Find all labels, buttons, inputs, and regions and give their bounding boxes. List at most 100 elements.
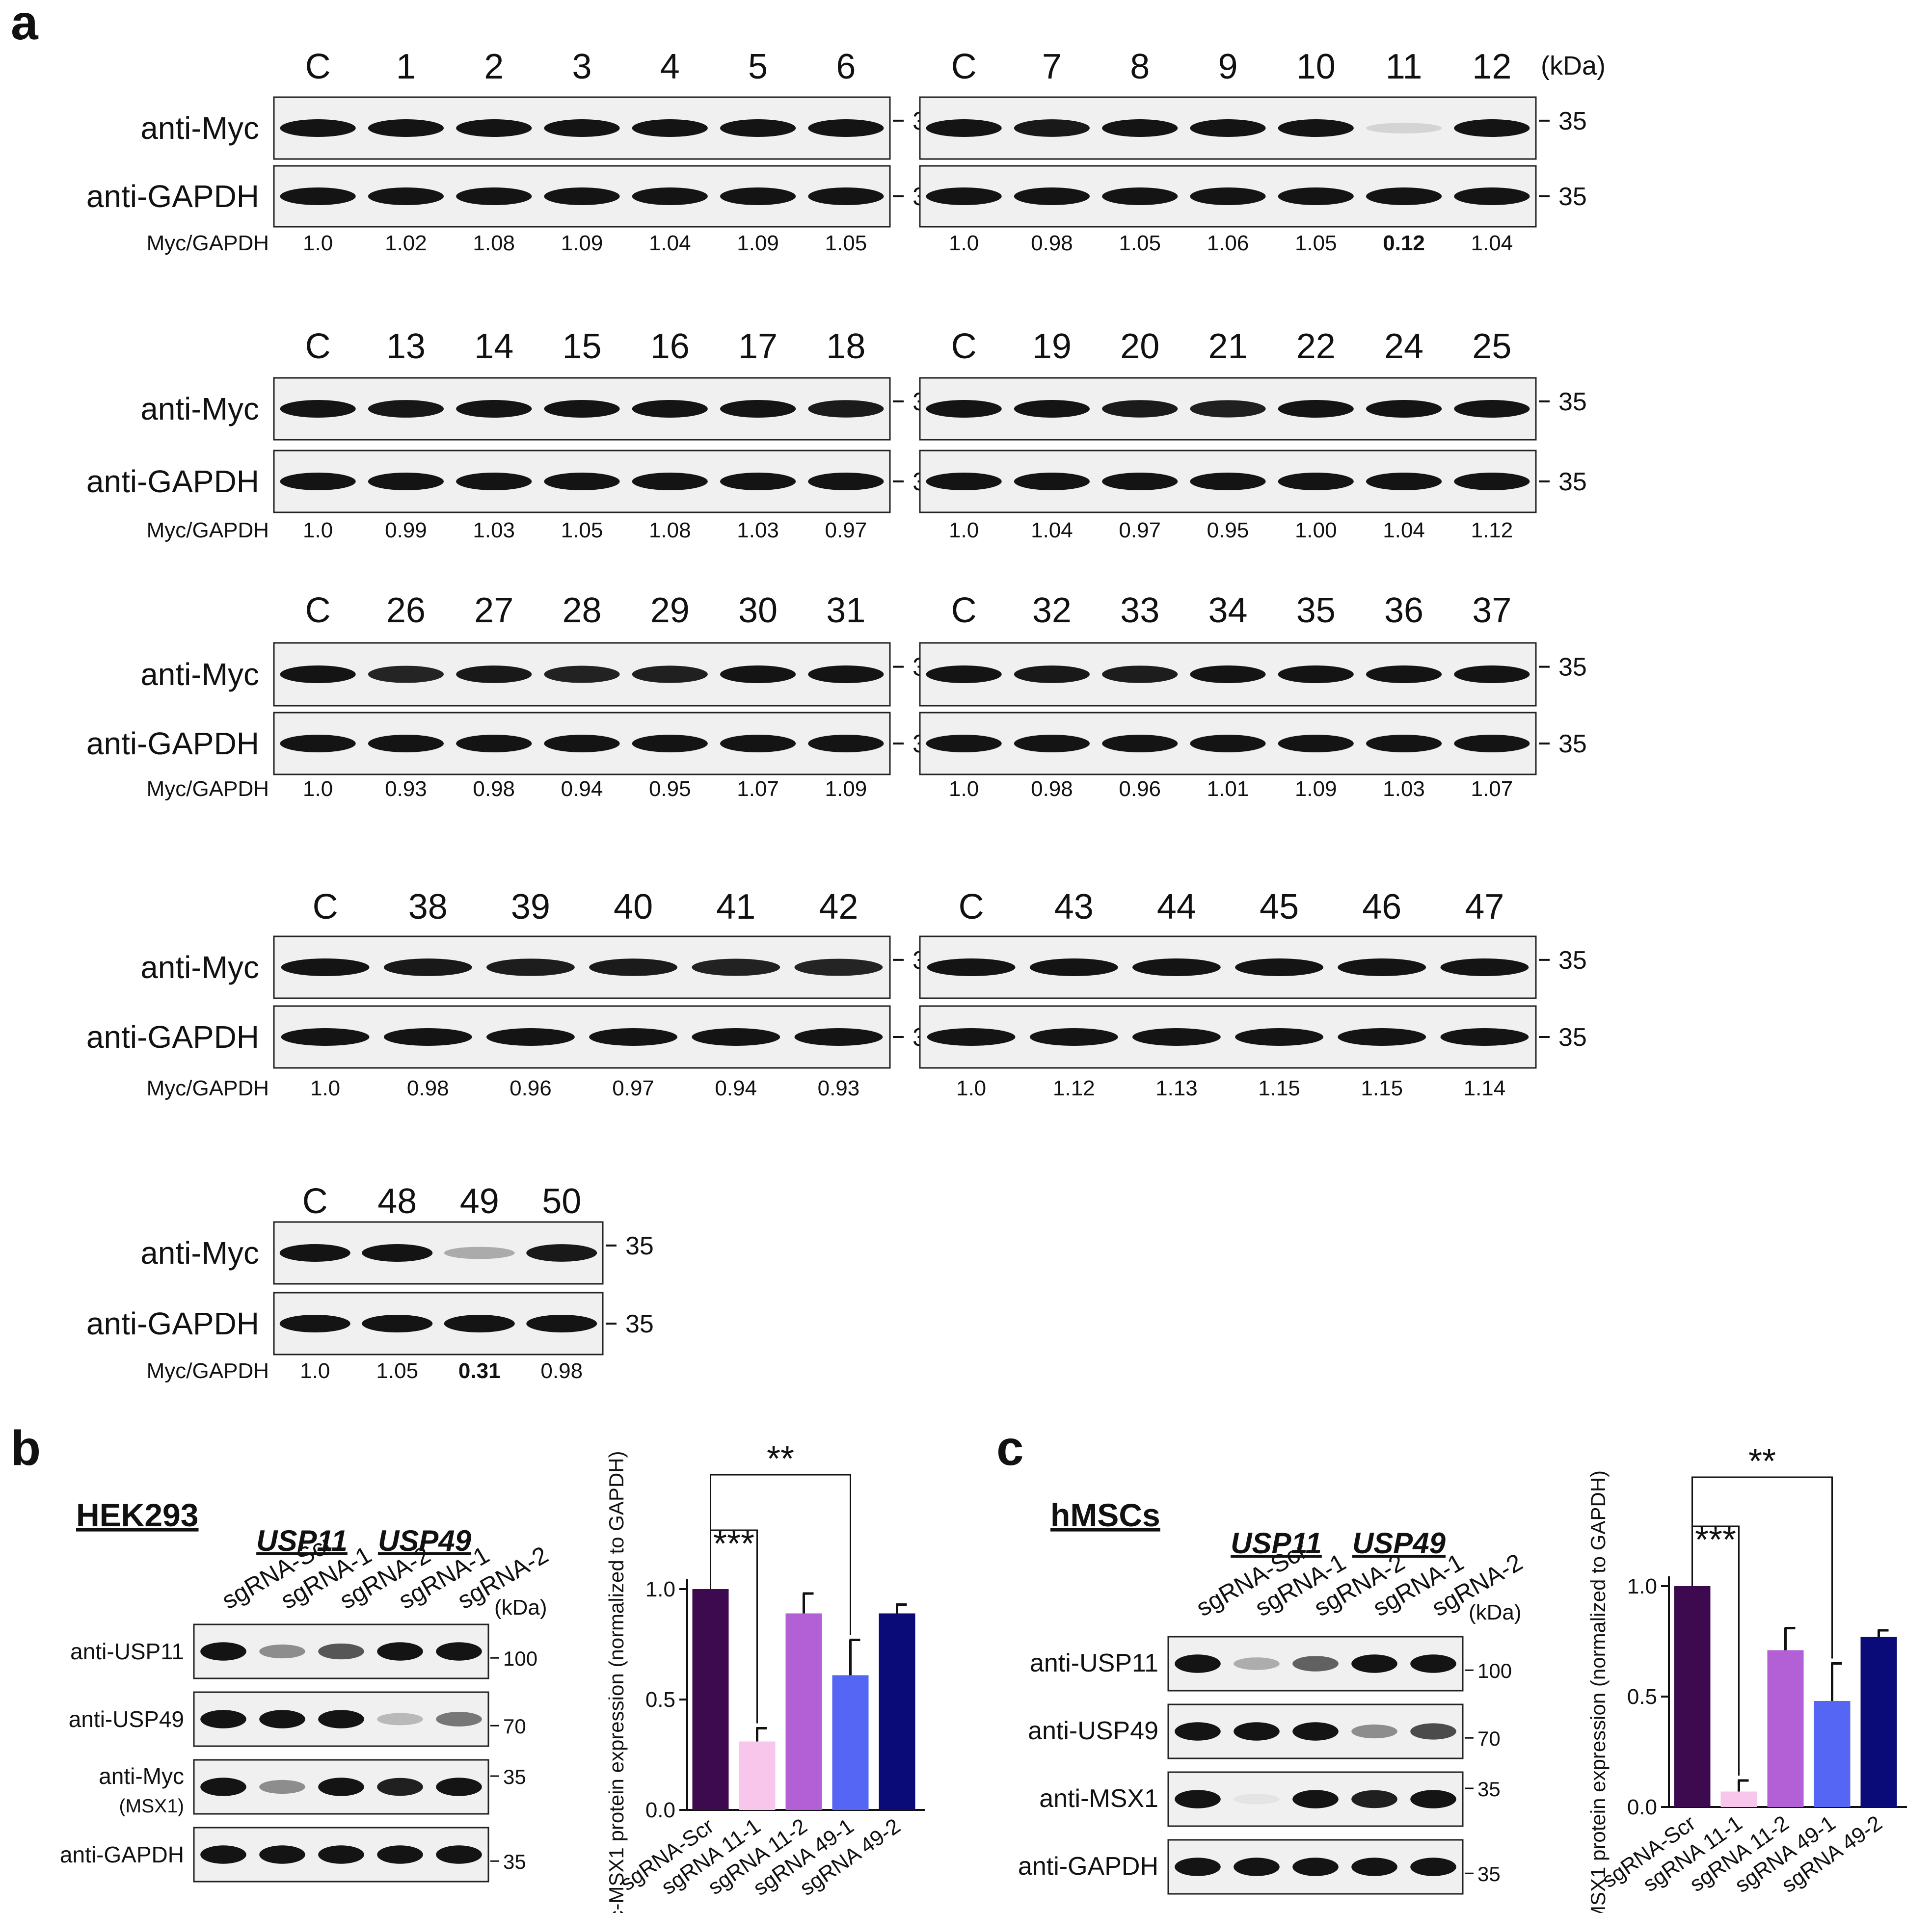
gapdh-band	[1278, 735, 1354, 752]
lane-number: 25	[1472, 327, 1511, 366]
myc-band	[544, 119, 620, 137]
blot-group: anti-Myc anti-GAPDH Myc/GAPDH C 1.0 26 0.93 27 0…	[86, 591, 941, 801]
row-label: anti-Myc	[99, 1763, 184, 1789]
lane-number: 5	[748, 47, 768, 86]
marker: 70	[503, 1715, 526, 1738]
gapdh-band	[1278, 473, 1354, 490]
kda-unit: (kDa)	[1469, 1600, 1522, 1624]
ratio-value: 1.0	[949, 231, 979, 255]
lane-number: 16	[650, 327, 690, 366]
lane-number: 7	[1042, 47, 1062, 86]
lane-number: C	[302, 1182, 328, 1221]
lane-number: 28	[562, 591, 601, 630]
ratio-value: 1.07	[737, 777, 779, 801]
ratio-value: 1.07	[1471, 777, 1513, 801]
row-label-gapdh: anti-GAPDH	[86, 179, 259, 214]
ratio-value: 1.04	[1471, 231, 1513, 255]
ratio-value: 1.13	[1155, 1076, 1198, 1100]
sig-label: **	[1748, 1442, 1776, 1481]
myc-band	[1190, 119, 1266, 137]
gapdh-band	[1366, 473, 1442, 490]
marker: 35	[1477, 1778, 1501, 1801]
ratio-value: 1.0	[303, 518, 333, 542]
band	[1410, 1723, 1456, 1740]
bar	[1814, 1701, 1851, 1807]
lane-number: 8	[1130, 47, 1150, 86]
ratio-value: 1.03	[473, 518, 515, 542]
row-label: anti-USP11	[70, 1639, 184, 1664]
myc-band	[1366, 665, 1442, 683]
sig-bracket	[710, 1529, 758, 1724]
ratio-value: 1.15	[1258, 1076, 1300, 1100]
blot-group: C 1.0 19 1.04 20 0.97 21 0.95 22 1.00 24 1.04 25 1.12…	[919, 327, 1587, 542]
band	[200, 1778, 246, 1796]
band	[377, 1845, 423, 1864]
ratio-value: 1.04	[649, 231, 691, 255]
ratio-value: 0.97	[612, 1076, 654, 1100]
myc-band	[1102, 665, 1178, 683]
gapdh-band	[1338, 1028, 1426, 1046]
lane-number: C	[305, 591, 331, 630]
blot-group: C 1.0 7 0.98 8 1.05 9 1.06 10 1.05 11 0.12 12 1.04 35 3…	[919, 47, 1606, 255]
ratio-value: 1.09	[825, 777, 867, 801]
myc-band	[808, 665, 884, 683]
band	[377, 1642, 423, 1661]
lane-number: 21	[1208, 327, 1247, 366]
myc-band	[368, 400, 444, 418]
marker-35: 35	[1558, 1023, 1587, 1052]
marker: 70	[1477, 1727, 1501, 1750]
ratio-value: 0.96	[1119, 777, 1161, 801]
row-label-gapdh: anti-GAPDH	[86, 726, 259, 761]
myc-band	[456, 665, 532, 683]
lane-number: 3	[572, 47, 591, 86]
band	[1234, 1657, 1280, 1670]
band	[318, 1778, 364, 1796]
ratio-value: 0.93	[818, 1076, 860, 1100]
gapdh-band	[927, 1028, 1016, 1046]
kda-unit: (kDa)	[494, 1595, 547, 1620]
band	[259, 1644, 305, 1659]
myc-band	[280, 400, 356, 418]
ratio-value: 1.0	[310, 1076, 340, 1100]
myc-band	[280, 119, 356, 137]
marker: 35	[503, 1850, 526, 1873]
myc-band	[1278, 119, 1354, 137]
band	[1292, 1790, 1339, 1808]
lane-number: 39	[511, 887, 550, 927]
lane-number: 40	[614, 887, 653, 927]
row-label-gapdh: anti-GAPDH	[86, 1019, 259, 1055]
group-usp11: USP11	[256, 1524, 348, 1557]
row-label-ratio: Myc/GAPDH	[147, 231, 269, 255]
myc-band	[544, 665, 620, 683]
band	[436, 1845, 482, 1864]
myc-band	[1102, 119, 1178, 137]
myc-band	[794, 958, 883, 976]
gapdh-band	[1014, 735, 1090, 752]
lane-number: 12	[1472, 47, 1511, 86]
myc-band	[926, 119, 1002, 137]
myc-band	[279, 1244, 350, 1262]
bar-chart-b: 0.0 0.5 1.0 Myc-MSX1 protein expression (no…	[605, 1439, 925, 1913]
ratio-value: 1.12	[1053, 1076, 1095, 1100]
lane-number: 17	[738, 327, 778, 366]
myc-band	[632, 665, 708, 683]
gapdh-band	[808, 735, 884, 752]
sig-bracket	[1691, 1476, 1833, 1659]
ratio-value: 1.03	[737, 518, 779, 542]
band	[1292, 1656, 1339, 1672]
band	[377, 1778, 423, 1796]
ratio-value: 0.98	[407, 1076, 449, 1100]
sig-label: ***	[1695, 1520, 1736, 1560]
bar	[692, 1589, 729, 1810]
ratio-value: 0.95	[1207, 518, 1249, 542]
gapdh-band	[1029, 1028, 1118, 1046]
blot-myc	[273, 935, 891, 999]
gapdh-band	[1366, 735, 1442, 752]
gapdh-band	[368, 473, 444, 490]
bar-chart-c: 0.0 0.5 1.0 MSX1 protein expression (normal…	[1586, 1442, 1907, 1913]
ratio-value: 1.01	[1207, 777, 1249, 801]
lane-number: 6	[836, 47, 856, 86]
myc-band	[1014, 665, 1090, 683]
blot-gapdh	[919, 1005, 1537, 1069]
gapdh-band	[808, 187, 884, 205]
